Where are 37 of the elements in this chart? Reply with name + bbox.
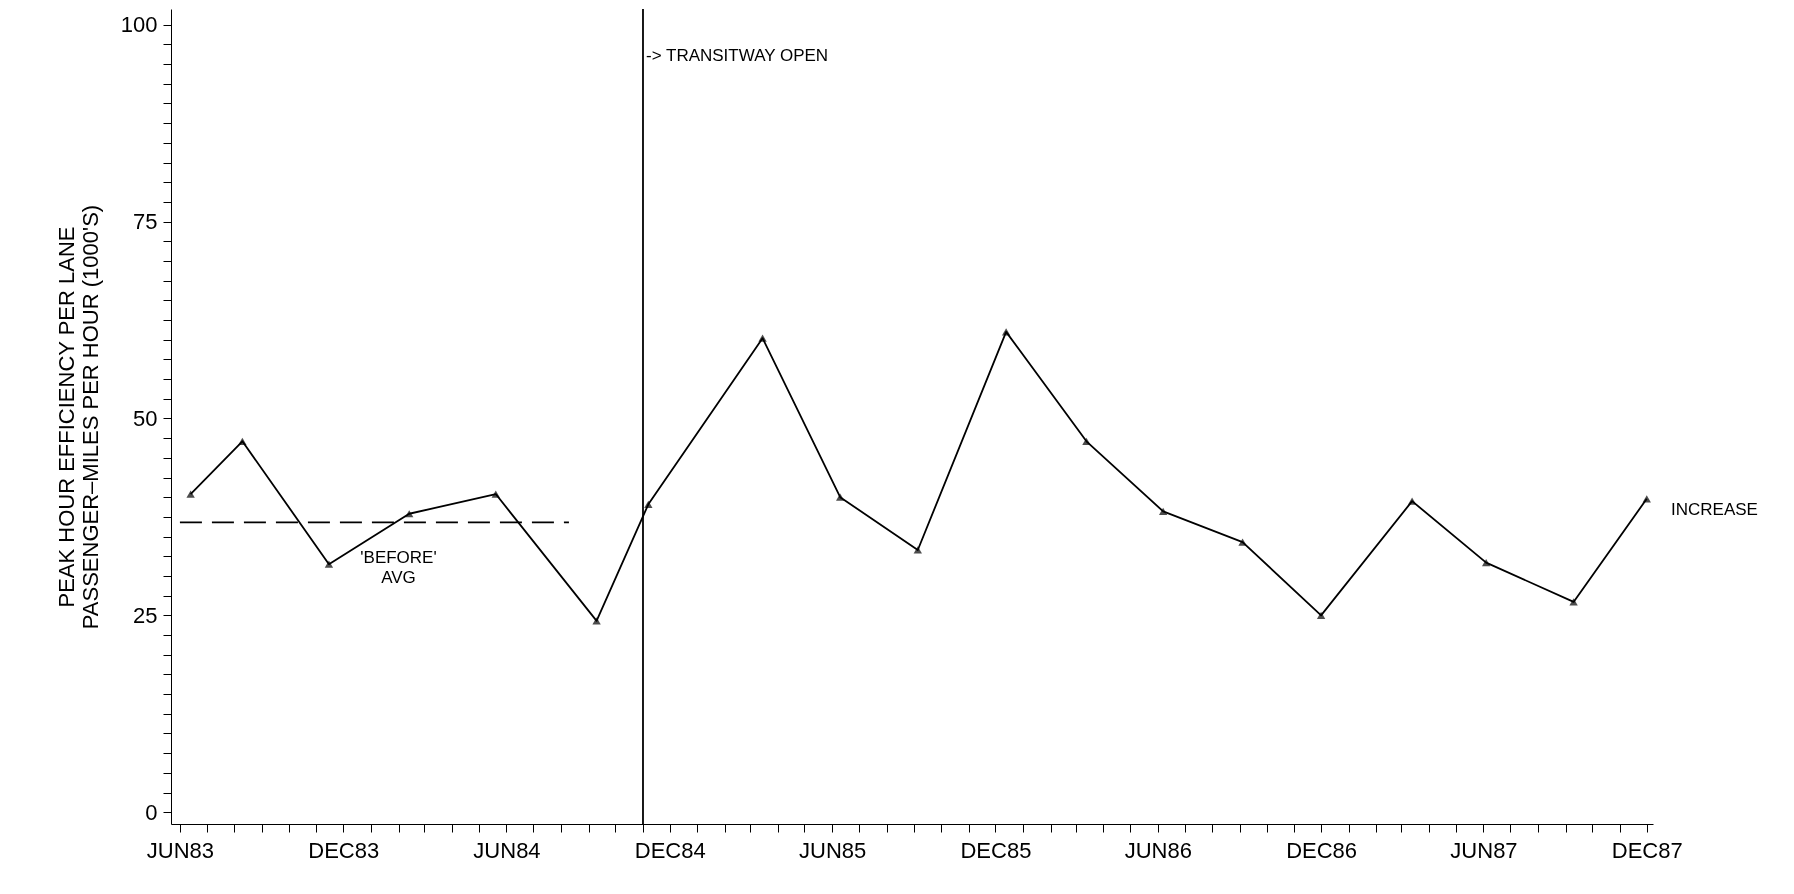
ref-line-label: -> TRANSITWAY OPEN [645, 46, 829, 66]
y-tick-label: 100 [120, 12, 158, 38]
y-tick-label: 25 [133, 602, 158, 628]
x-tick-label: DEC87 [1611, 837, 1683, 863]
x-tick-label: JUN84 [473, 837, 541, 863]
point [491, 490, 500, 498]
annotation: 'BEFORE' AVG [360, 548, 437, 588]
x-tick-label: DEC85 [960, 837, 1032, 863]
point [1642, 495, 1651, 503]
x-tick-label: JUN83 [146, 837, 215, 863]
point [405, 510, 414, 518]
point [1238, 538, 1247, 546]
point [913, 546, 922, 554]
y-tick-label: 0 [145, 799, 158, 825]
point [1569, 598, 1578, 606]
point [644, 500, 653, 508]
x-tick-label: JUN86 [1124, 837, 1192, 863]
y-tick-label: 50 [133, 405, 158, 431]
x-tick-label: DEC84 [634, 837, 706, 863]
point [835, 493, 845, 501]
point [1407, 497, 1417, 505]
x-tick-label: JUN87 [1450, 837, 1518, 863]
point [1082, 437, 1091, 445]
point [1158, 507, 1168, 516]
text: INCREASE [1671, 500, 1758, 519]
point [1316, 611, 1326, 619]
point [324, 560, 334, 568]
y-tick-label: 75 [133, 209, 158, 235]
point [758, 334, 767, 342]
point [1481, 558, 1491, 567]
point [1001, 328, 1011, 336]
x-tick-label: JUN85 [799, 837, 867, 863]
x-tick-label: DEC83 [308, 837, 380, 863]
y-axis-title: PEAK HOUR EFFICIENCY PER LANE PASSENGER–MILES PER HOUR (1000'S) [53, 204, 103, 630]
point [186, 490, 195, 498]
point [238, 437, 247, 445]
x-tick-label: DEC86 [1286, 837, 1358, 863]
